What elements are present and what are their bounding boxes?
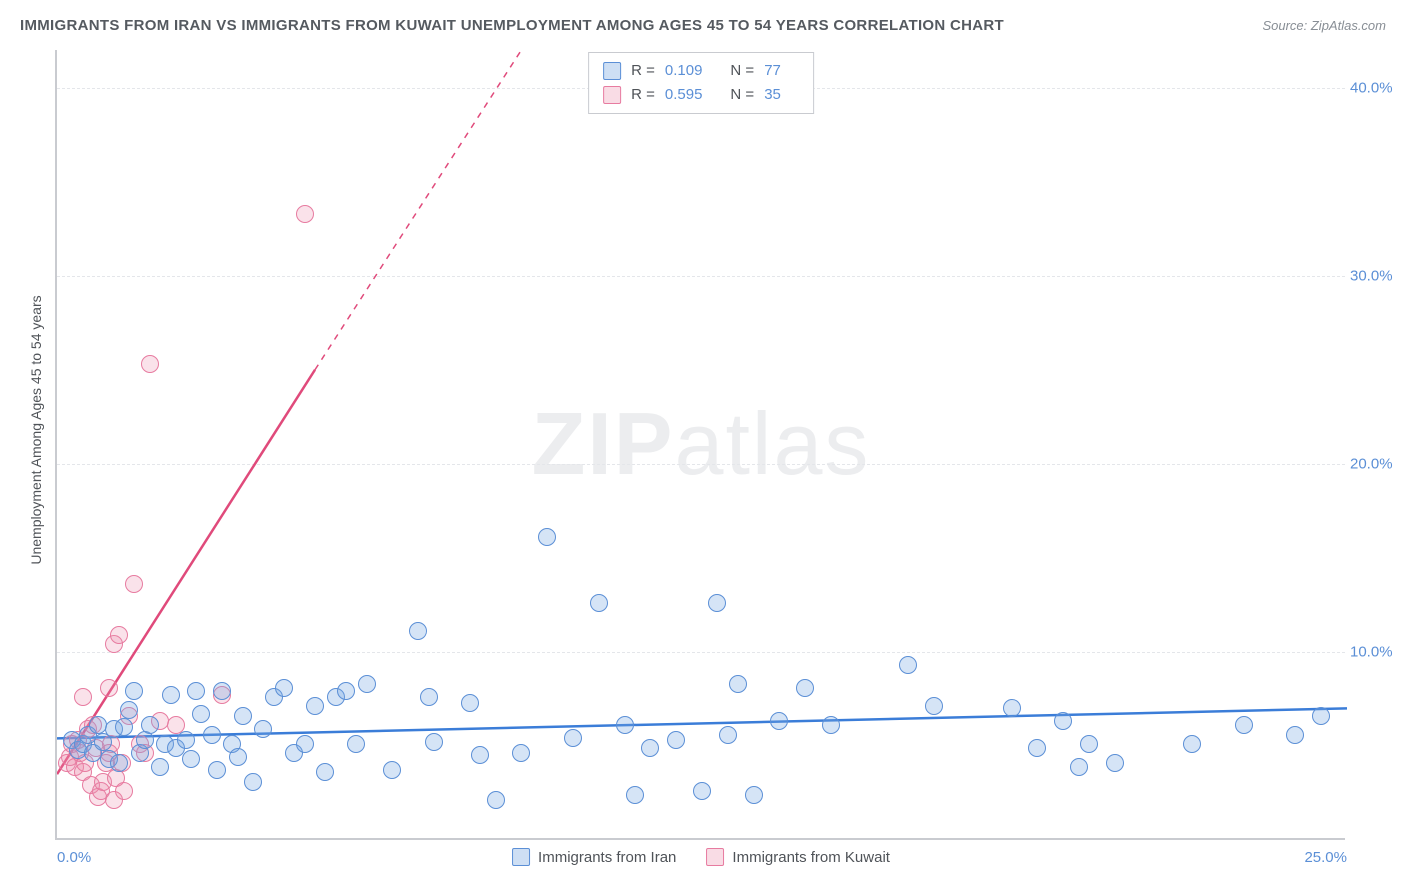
data-point [626, 786, 644, 804]
legend-item-kuwait: Immigrants from Kuwait [706, 848, 890, 866]
y-tick-label: 40.0% [1350, 79, 1400, 96]
source-label: Source: ZipAtlas.com [1262, 18, 1386, 33]
data-point [770, 712, 788, 730]
legend-stats-row-kuwait: R = 0.595 N = 35 [603, 83, 799, 107]
data-point [244, 773, 262, 791]
data-point [512, 744, 530, 762]
data-point [1080, 735, 1098, 753]
data-point [115, 782, 133, 800]
data-point [420, 688, 438, 706]
data-point [213, 682, 231, 700]
data-point [254, 720, 272, 738]
data-point [471, 746, 489, 764]
data-point [1183, 735, 1201, 753]
data-point [616, 716, 634, 734]
data-point [120, 701, 138, 719]
x-tick-label: 0.0% [57, 849, 91, 866]
data-point [229, 748, 247, 766]
chart-plot-area: ZIPatlas 10.0%20.0%30.0%40.0% R = 0.109 … [55, 50, 1345, 840]
x-tick-label: 25.0% [1304, 849, 1347, 866]
data-point [899, 656, 917, 674]
y-tick-label: 20.0% [1350, 455, 1400, 472]
data-point [141, 716, 159, 734]
data-point [141, 355, 159, 373]
data-point [719, 726, 737, 744]
data-point [192, 705, 210, 723]
data-point [538, 528, 556, 546]
gridline [57, 276, 1345, 277]
data-point [1003, 699, 1021, 717]
data-point [409, 622, 427, 640]
data-point [667, 731, 685, 749]
data-point [425, 733, 443, 751]
data-point [925, 697, 943, 715]
data-point [1054, 712, 1072, 730]
data-point [208, 761, 226, 779]
data-point [162, 686, 180, 704]
data-point [745, 786, 763, 804]
data-point [1312, 707, 1330, 725]
swatch-kuwait-icon [706, 848, 724, 866]
data-point [115, 718, 133, 736]
gridline [57, 652, 1345, 653]
data-point [296, 735, 314, 753]
swatch-iran-icon [603, 62, 621, 80]
data-point [151, 758, 169, 776]
data-point [822, 716, 840, 734]
data-point [641, 739, 659, 757]
data-point [110, 754, 128, 772]
data-point [187, 682, 205, 700]
data-point [125, 682, 143, 700]
data-point [296, 205, 314, 223]
data-point [461, 694, 479, 712]
data-point [110, 626, 128, 644]
data-point [1070, 758, 1088, 776]
legend-stats: R = 0.109 N = 77 R = 0.595 N = 35 [588, 52, 814, 114]
data-point [306, 697, 324, 715]
y-axis-title: Unemployment Among Ages 45 to 54 years [28, 295, 44, 564]
page-title: IMMIGRANTS FROM IRAN VS IMMIGRANTS FROM … [20, 17, 1004, 34]
data-point [708, 594, 726, 612]
trend-line-kuwait-dashed [315, 50, 521, 370]
data-point [203, 726, 221, 744]
data-point [693, 782, 711, 800]
data-point [383, 761, 401, 779]
y-tick-label: 30.0% [1350, 267, 1400, 284]
data-point [74, 688, 92, 706]
legend-series: Immigrants from Iran Immigrants from Kuw… [512, 848, 890, 866]
data-point [1235, 716, 1253, 734]
source-link[interactable]: ZipAtlas.com [1311, 18, 1386, 33]
data-point [564, 729, 582, 747]
y-tick-label: 10.0% [1350, 643, 1400, 660]
trend-lines [57, 50, 1347, 840]
gridline [57, 464, 1345, 465]
legend-stats-row-iran: R = 0.109 N = 77 [603, 59, 799, 83]
watermark: ZIPatlas [532, 393, 871, 495]
trend-line-kuwait [57, 370, 315, 774]
swatch-kuwait-icon [603, 86, 621, 104]
data-point [729, 675, 747, 693]
data-point [337, 682, 355, 700]
data-point [316, 763, 334, 781]
data-point [590, 594, 608, 612]
data-point [1106, 754, 1124, 772]
data-point [1286, 726, 1304, 744]
data-point [358, 675, 376, 693]
data-point [182, 750, 200, 768]
data-point [487, 791, 505, 809]
data-point [125, 575, 143, 593]
swatch-iran-icon [512, 848, 530, 866]
data-point [347, 735, 365, 753]
data-point [275, 679, 293, 697]
data-point [1028, 739, 1046, 757]
data-point [100, 679, 118, 697]
data-point [796, 679, 814, 697]
data-point [177, 731, 195, 749]
legend-item-iran: Immigrants from Iran [512, 848, 676, 866]
data-point [234, 707, 252, 725]
